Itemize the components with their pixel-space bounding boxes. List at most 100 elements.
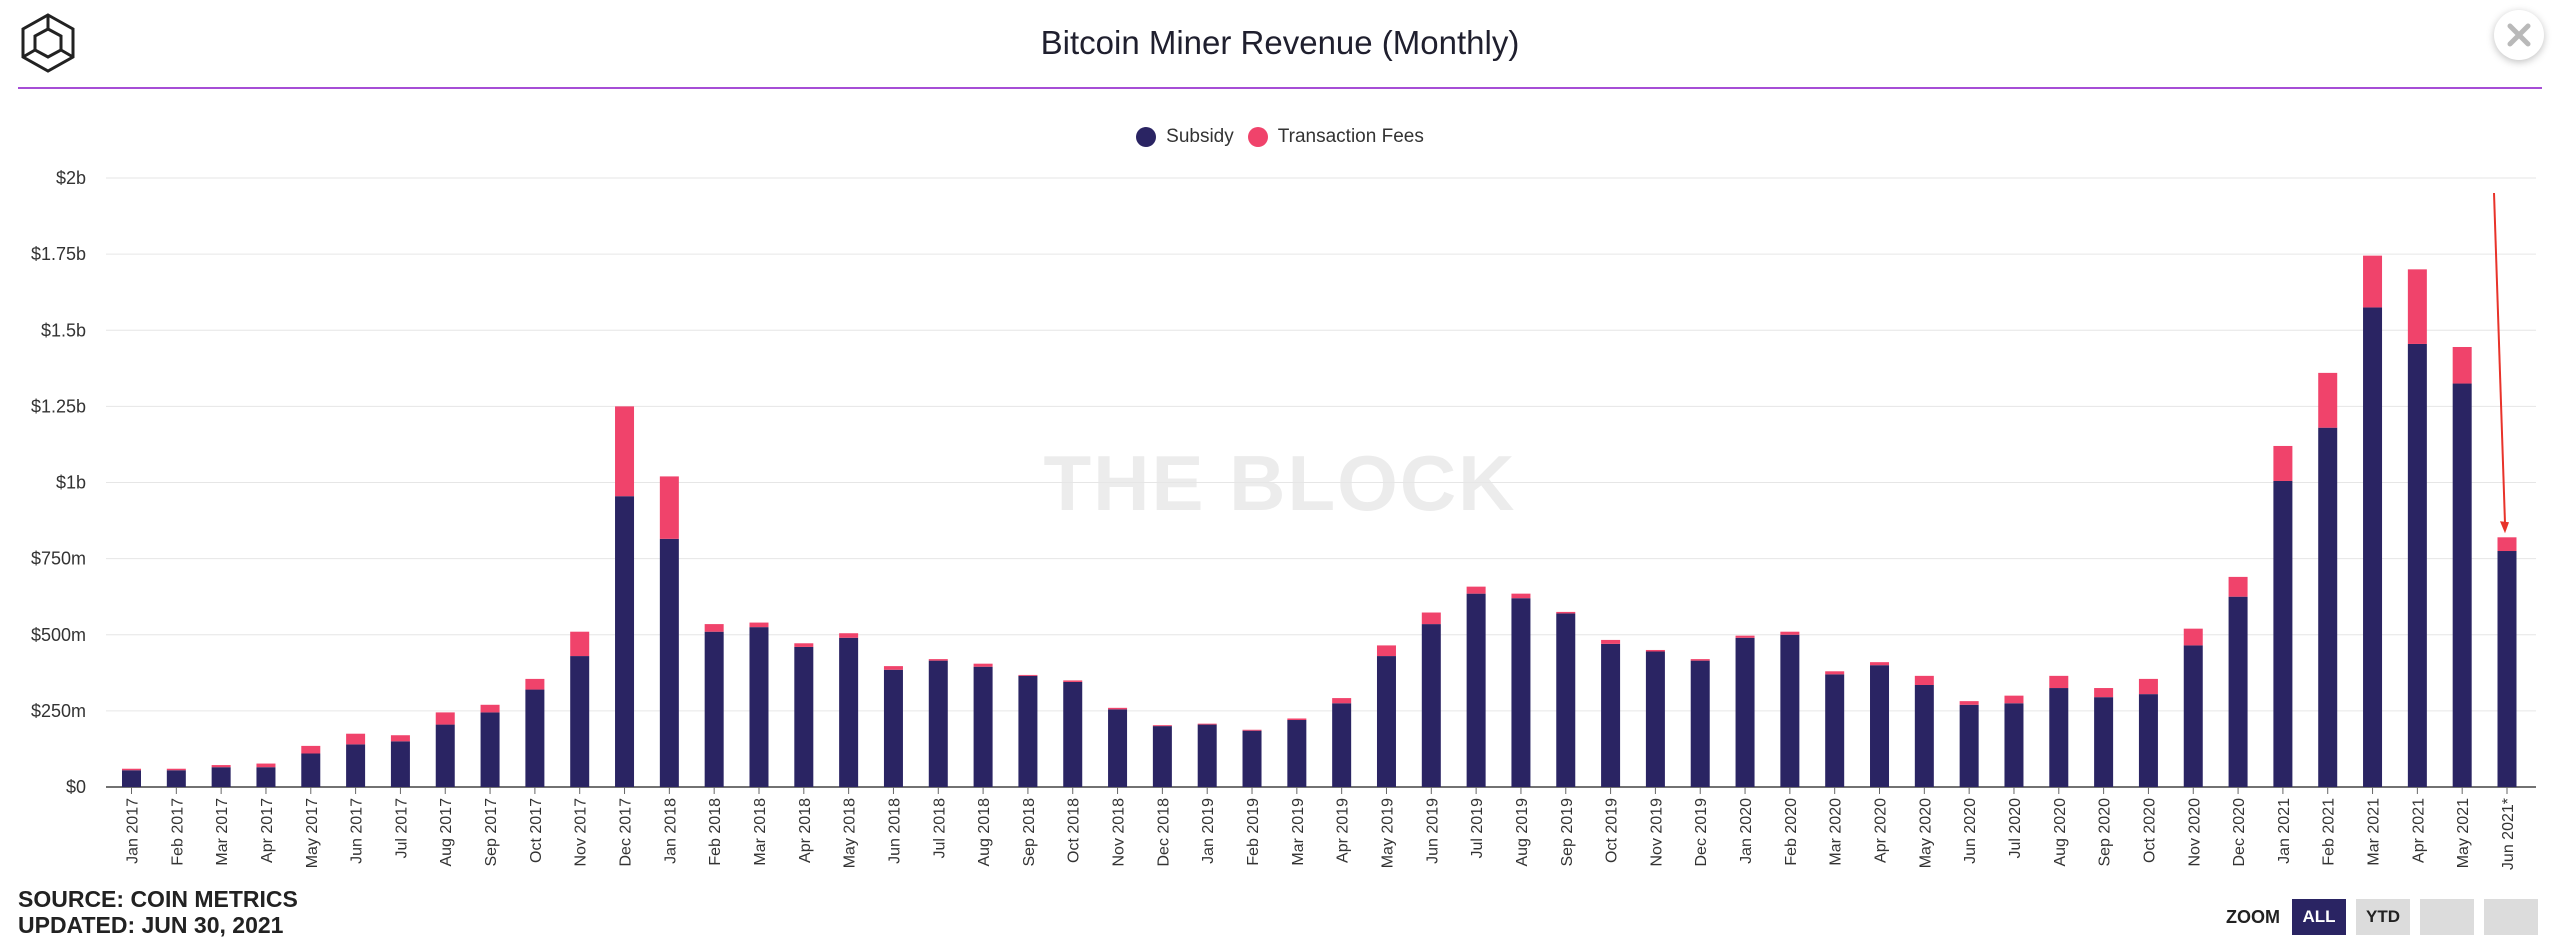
bar-subsidy [390, 741, 410, 787]
x-tick-label: Oct 2018 [1066, 798, 1083, 863]
legend-dot-transaction-fees [1247, 127, 1268, 147]
bar-transaction-fees [1556, 611, 1576, 614]
bar-transaction-fees [1735, 635, 1755, 638]
bar-transaction-fees [1914, 675, 1934, 685]
zoom-all-button[interactable]: ALL [2292, 899, 2346, 935]
x-tick-label: Nov 2017 [573, 798, 590, 867]
bar-subsidy [1735, 637, 1755, 787]
bar-subsidy [2363, 307, 2383, 787]
bar-subsidy [2183, 645, 2203, 787]
x-tick-label: Apr 2018 [797, 798, 814, 863]
bar-subsidy [1601, 643, 1621, 787]
x-tick-label: Jun 2018 [886, 798, 903, 864]
zoom-label: ZOOM [2226, 906, 2280, 927]
bar-subsidy [1511, 598, 1531, 787]
x-tick-label: Sep 2019 [1559, 798, 1576, 867]
bar-transaction-fees [1287, 718, 1307, 721]
bar-subsidy [1376, 656, 1396, 787]
bar-subsidy [301, 753, 321, 787]
bar-transaction-fees [1332, 698, 1352, 704]
bar-subsidy [1914, 684, 1934, 787]
x-tick-label: Apr 2020 [1873, 798, 1890, 863]
y-tick-label: $2b [56, 168, 86, 188]
annotation-arrowhead [2500, 521, 2509, 534]
y-tick-label: $500m [31, 625, 86, 645]
bar-transaction-fees [1959, 701, 1979, 705]
x-tick-label: Jul 2019 [1469, 798, 1486, 859]
bar-subsidy [2318, 427, 2338, 787]
x-tick-label: Feb 2021 [2321, 798, 2338, 866]
bar-subsidy [166, 770, 186, 787]
x-tick-label: May 2020 [1917, 798, 1934, 868]
legend-item-transaction-fees[interactable]: Transaction Fees [1247, 126, 1424, 148]
bar-subsidy [883, 669, 903, 787]
zoom-option-button[interactable] [2420, 899, 2474, 935]
zoom-ytd-button[interactable]: YTD [2356, 899, 2410, 935]
x-tick-label: Apr 2021 [2410, 798, 2427, 863]
bar-subsidy [2497, 551, 2517, 787]
x-tick-label: Mar 2017 [214, 798, 231, 866]
bar-transaction-fees [704, 624, 724, 632]
bar-transaction-fees [1601, 639, 1621, 644]
x-tick-label: Apr 2019 [1335, 798, 1352, 863]
bar-transaction-fees [973, 663, 993, 667]
bar-transaction-fees [122, 768, 141, 771]
bar-subsidy [1645, 651, 1665, 787]
bar-transaction-fees [525, 678, 545, 690]
bar-transaction-fees [346, 733, 366, 745]
bar-transaction-fees [1645, 649, 1665, 652]
x-tick-label: Aug 2018 [976, 798, 993, 867]
x-tick-label: Jul 2017 [393, 798, 410, 859]
bar-subsidy [928, 660, 948, 787]
bar-transaction-fees [2363, 255, 2383, 308]
bar-subsidy [1466, 593, 1486, 787]
annotation-arrow [2493, 192, 2506, 524]
bar-transaction-fees [2407, 269, 2427, 344]
bar-transaction-fees [435, 712, 455, 725]
bar-transaction-fees [2138, 678, 2158, 695]
bar-transaction-fees [1018, 674, 1038, 676]
bar-subsidy [2452, 383, 2472, 787]
legend-item-subsidy[interactable]: Subsidy [1136, 126, 1234, 148]
bar-subsidy [2138, 694, 2158, 787]
bar-subsidy [749, 627, 769, 787]
bar-transaction-fees [256, 763, 276, 768]
close-button[interactable] [2494, 10, 2544, 60]
x-tick-label: Oct 2020 [2141, 798, 2158, 863]
bar-subsidy [2228, 596, 2248, 787]
x-tick-label: Jun 2020 [1962, 798, 1979, 864]
bar-subsidy [2049, 688, 2069, 787]
x-tick-label: Nov 2018 [1111, 798, 1128, 867]
zoom-option-button[interactable] [2484, 899, 2538, 935]
bar-subsidy [1690, 660, 1710, 787]
bar-transaction-fees [1690, 659, 1710, 661]
x-tick-label: Aug 2020 [2052, 798, 2069, 867]
bar-transaction-fees [166, 768, 186, 771]
x-tick-label: Jun 2021* [2500, 798, 2517, 870]
bar-subsidy [1332, 703, 1352, 787]
close-icon [2507, 23, 2531, 47]
bar-transaction-fees [2049, 675, 2069, 689]
x-tick-label: Sep 2017 [483, 798, 500, 867]
bar-subsidy [794, 646, 814, 787]
the-block-logo-icon[interactable] [18, 12, 78, 74]
x-tick-label: Apr 2017 [259, 798, 276, 863]
bar-transaction-fees [749, 622, 769, 628]
bar-transaction-fees [480, 704, 500, 713]
bar-transaction-fees [1466, 586, 1486, 594]
bar-transaction-fees [1780, 631, 1800, 635]
bar-subsidy [704, 631, 724, 787]
bar-transaction-fees [839, 633, 859, 638]
bar-transaction-fees [2497, 537, 2517, 552]
bar-transaction-fees [1870, 662, 1890, 666]
bar-transaction-fees [1063, 680, 1083, 682]
bar-transaction-fees [615, 406, 635, 497]
bar-subsidy [2094, 697, 2114, 787]
x-tick-label: Jun 2019 [1424, 798, 1441, 864]
x-tick-label: Sep 2020 [2097, 798, 2114, 867]
zoom-controls: ZOOM ALL YTD [2226, 898, 2548, 936]
bar-subsidy [346, 744, 366, 787]
bar-subsidy [1870, 665, 1890, 787]
y-tick-label: $250m [31, 701, 86, 721]
